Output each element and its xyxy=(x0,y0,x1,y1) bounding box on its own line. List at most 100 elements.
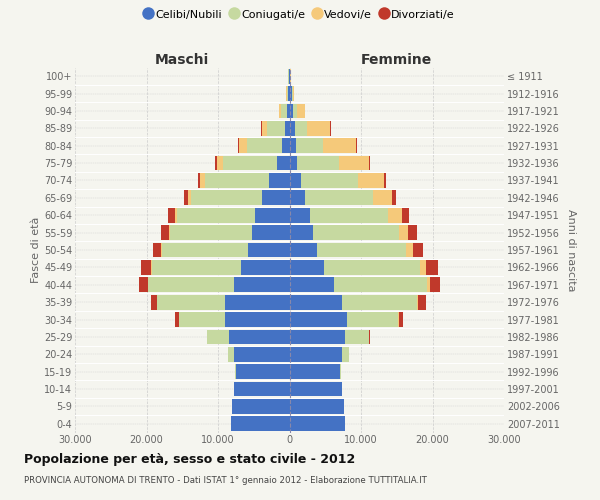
Text: Maschi: Maschi xyxy=(155,52,209,66)
Bar xyxy=(290,190,305,205)
Bar xyxy=(229,330,290,344)
Bar xyxy=(179,312,225,327)
Bar xyxy=(225,295,290,310)
Bar xyxy=(162,242,248,258)
Bar xyxy=(234,278,290,292)
Bar xyxy=(324,260,421,275)
Bar xyxy=(290,208,310,222)
Bar xyxy=(277,156,290,170)
Bar xyxy=(236,364,290,379)
Bar xyxy=(406,242,413,258)
Bar xyxy=(290,242,317,258)
Bar xyxy=(191,190,262,205)
Bar xyxy=(310,208,388,222)
Bar xyxy=(285,121,290,136)
Bar xyxy=(241,260,290,275)
Bar xyxy=(290,330,345,344)
Bar xyxy=(247,138,283,153)
Bar xyxy=(313,225,399,240)
Bar xyxy=(234,382,290,396)
Bar xyxy=(427,278,430,292)
Bar xyxy=(296,138,323,153)
Bar xyxy=(235,364,236,379)
Bar xyxy=(239,138,247,153)
Bar xyxy=(255,208,290,222)
Bar xyxy=(399,225,408,240)
Bar xyxy=(290,312,347,327)
Bar xyxy=(234,347,290,362)
Bar xyxy=(200,173,205,188)
Bar xyxy=(139,278,148,292)
Bar xyxy=(290,278,334,292)
Bar xyxy=(238,138,239,153)
Bar xyxy=(373,190,392,205)
Bar xyxy=(317,242,406,258)
Bar xyxy=(175,312,179,327)
Bar xyxy=(334,278,427,292)
Bar xyxy=(399,312,403,327)
Bar xyxy=(269,173,290,188)
Bar xyxy=(215,156,217,170)
Bar xyxy=(290,399,344,414)
Bar xyxy=(157,295,225,310)
Bar xyxy=(402,208,409,222)
Bar xyxy=(281,104,287,118)
Bar xyxy=(290,86,292,101)
Bar xyxy=(290,104,293,118)
Bar xyxy=(388,208,402,222)
Bar xyxy=(290,382,343,396)
Bar xyxy=(205,173,269,188)
Bar xyxy=(290,416,345,431)
Bar xyxy=(176,208,255,222)
Bar xyxy=(161,225,169,240)
Bar xyxy=(341,295,417,310)
Bar xyxy=(228,347,234,362)
Bar xyxy=(421,260,426,275)
Bar xyxy=(225,312,290,327)
Bar xyxy=(356,138,357,153)
Bar xyxy=(141,260,151,275)
Bar xyxy=(170,225,253,240)
Bar xyxy=(153,242,161,258)
Bar xyxy=(268,121,285,136)
Bar xyxy=(231,416,290,431)
Bar xyxy=(217,156,223,170)
Bar xyxy=(295,121,307,136)
Bar xyxy=(293,86,294,101)
Bar xyxy=(148,278,234,292)
Bar xyxy=(287,86,288,101)
Bar xyxy=(169,208,175,222)
Bar xyxy=(289,69,290,84)
Bar xyxy=(283,138,290,153)
Bar xyxy=(369,330,370,344)
Bar xyxy=(279,104,281,118)
Bar xyxy=(323,138,356,153)
Bar xyxy=(188,190,191,205)
Bar xyxy=(184,190,188,205)
Bar xyxy=(339,156,369,170)
Bar xyxy=(287,104,290,118)
Bar xyxy=(345,330,369,344)
Text: Popolazione per età, sesso e stato civile - 2012: Popolazione per età, sesso e stato civil… xyxy=(24,452,355,466)
Y-axis label: Anni di nascita: Anni di nascita xyxy=(566,209,577,291)
Bar xyxy=(253,225,290,240)
Bar xyxy=(152,260,241,275)
Bar xyxy=(175,208,176,222)
Bar xyxy=(290,295,341,310)
Bar xyxy=(290,138,296,153)
Bar xyxy=(398,312,399,327)
Bar xyxy=(161,242,162,258)
Bar xyxy=(290,156,298,170)
Bar xyxy=(347,312,398,327)
Bar xyxy=(169,225,170,240)
Bar xyxy=(290,225,313,240)
Bar xyxy=(293,104,297,118)
Bar xyxy=(418,295,426,310)
Bar xyxy=(290,173,301,188)
Bar xyxy=(408,225,417,240)
Bar xyxy=(248,242,290,258)
Bar xyxy=(343,347,349,362)
Bar xyxy=(369,156,370,170)
Bar xyxy=(430,278,440,292)
Bar xyxy=(307,121,330,136)
